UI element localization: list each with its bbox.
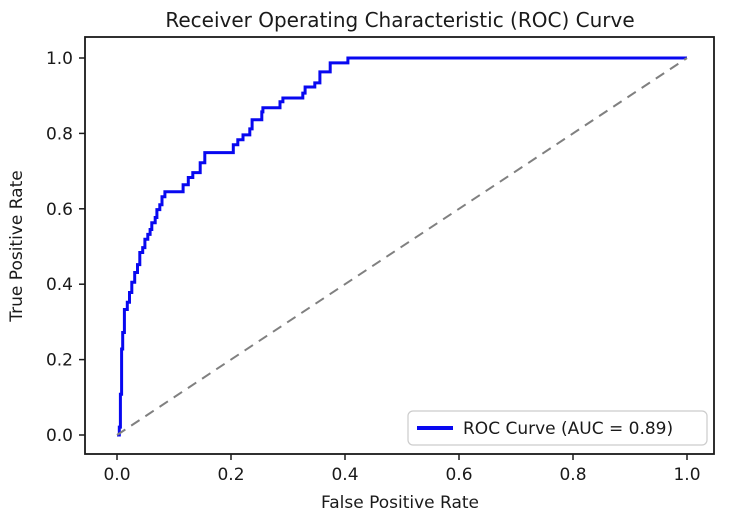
chart-title: Receiver Operating Characteristic (ROC) … (165, 8, 634, 32)
y-axis-ticks: 0.0 0.2 0.4 0.6 0.8 1.0 (46, 49, 85, 446)
y-tick-label: 1.0 (46, 49, 73, 69)
y-tick-label: 0.6 (46, 200, 73, 220)
series-layer (116, 56, 688, 437)
legend-label: ROC Curve (AUC = 0.89) (463, 419, 673, 439)
x-tick-label: 1.0 (673, 465, 700, 485)
x-tick-label: 0.2 (217, 465, 244, 485)
x-tick-label: 0.4 (331, 465, 358, 485)
x-axis-label: False Positive Rate (321, 493, 479, 513)
x-axis-ticks: 0.0 0.2 0.4 0.6 0.8 1.0 (103, 454, 701, 485)
y-tick-label: 0.8 (46, 124, 73, 144)
roc-curve-line (117, 56, 687, 437)
y-axis-label: True Positive Rate (7, 170, 27, 322)
y-tick-label: 0.2 (46, 351, 73, 371)
y-tick-label: 0.4 (46, 275, 73, 295)
plot-frame (84, 36, 715, 455)
x-tick-label: 0.8 (559, 465, 586, 485)
legend-box (407, 410, 708, 446)
legend: ROC Curve (AUC = 0.89) (407, 410, 708, 446)
x-tick-label: 0.0 (103, 465, 130, 485)
x-tick-label: 0.6 (445, 465, 472, 485)
chance-diagonal-line (116, 57, 688, 436)
y-tick-label: 0.0 (46, 426, 73, 446)
